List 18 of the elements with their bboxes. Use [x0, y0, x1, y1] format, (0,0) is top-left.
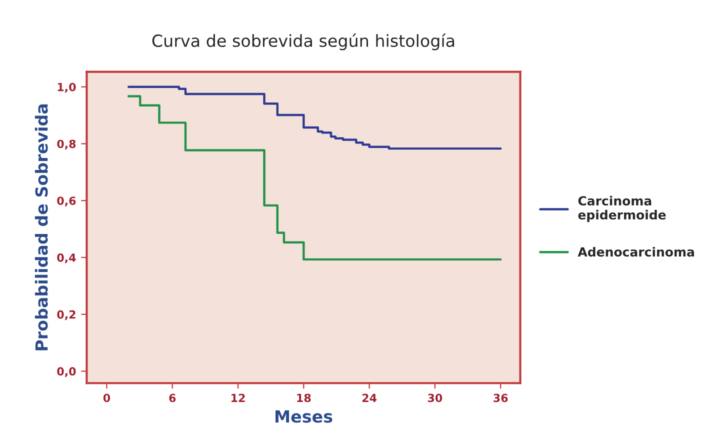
- chart-title: Curva de sobrevida según histología: [152, 33, 454, 50]
- x-tick-label: 30: [428, 394, 442, 402]
- x-tick-label: 12: [232, 394, 245, 402]
- x-tick-label: 24: [362, 394, 377, 402]
- x-tick-label: 18: [297, 394, 311, 402]
- legend-label: Carcinoma epidermoide: [578, 196, 666, 222]
- y-tick-label: 0,0: [57, 367, 76, 377]
- y-tick-label: 0,8: [57, 140, 76, 150]
- y-tick-label: 1,0: [58, 82, 76, 93]
- legend-label: Adenocarcinoma: [578, 246, 694, 257]
- x-tick-label: 6: [169, 394, 176, 402]
- x-axis-title: Meses: [276, 410, 332, 423]
- x-tick-label: 0: [103, 394, 110, 402]
- y-tick-label: 0,2: [57, 310, 76, 320]
- y-tick-label: 0,6: [57, 196, 76, 206]
- y-tick-label: 0,4: [57, 253, 76, 264]
- y-axis-title: Probabilidad de Sobrevida: [34, 104, 48, 350]
- x-tick-label: 36: [494, 394, 508, 402]
